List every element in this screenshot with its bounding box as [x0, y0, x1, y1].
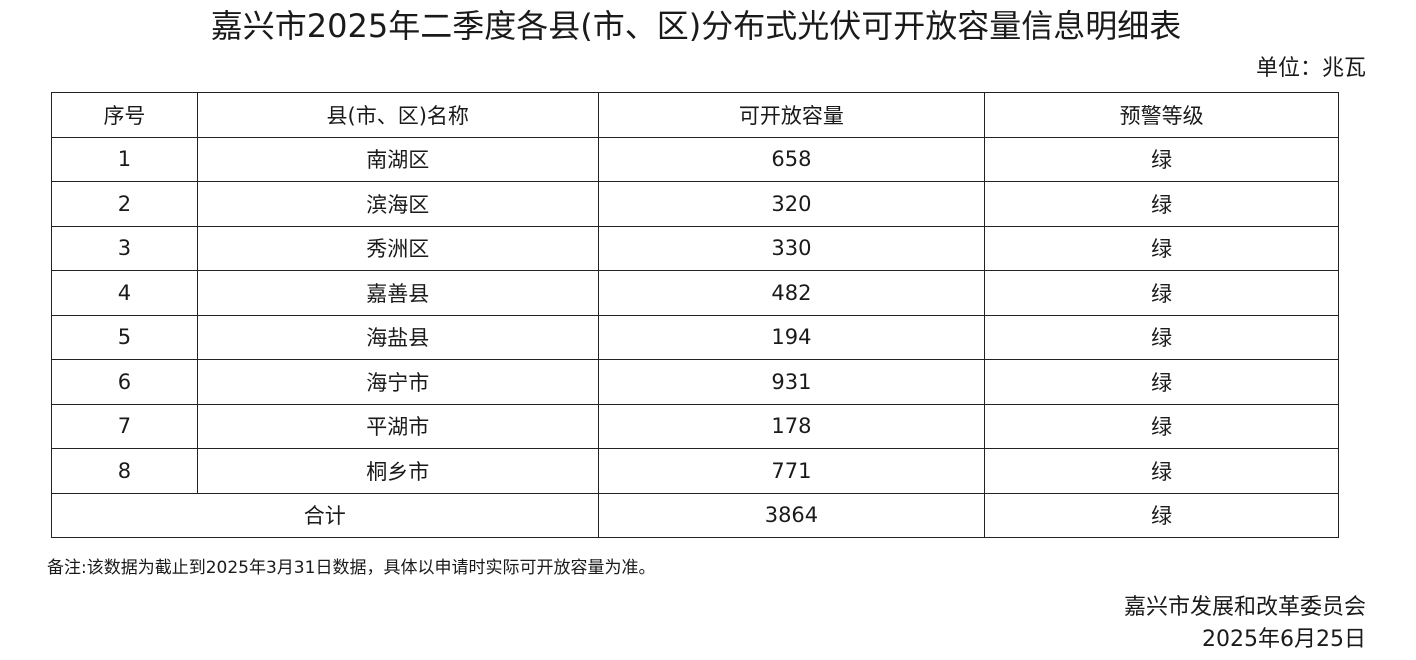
signature-date: 2025年6月25日: [1202, 627, 1366, 652]
table-row: 1 南湖区 658 绿: [51, 136, 1339, 182]
cell-level: 绿: [984, 270, 1339, 316]
cell-level: 绿: [984, 136, 1339, 182]
cell-capacity: 658: [597, 136, 986, 182]
cell-no: 5: [51, 314, 198, 360]
cell-capacity: 330: [597, 225, 986, 271]
header-no: 序号: [51, 92, 198, 138]
total-level: 绿: [984, 492, 1339, 538]
cell-level: 绿: [984, 448, 1339, 494]
cell-name: 滨海区: [196, 181, 599, 227]
footnote: 备注:该数据为截止到2025年3月31日数据，具体以申请时实际可开放容量为准。: [47, 558, 656, 578]
total-row: 合计 3864 绿: [51, 492, 1339, 538]
table-row: 6 海宁市 931 绿: [51, 359, 1339, 405]
cell-no: 2: [51, 181, 198, 227]
cell-capacity: 931: [597, 359, 986, 405]
page-title: 嘉兴市2025年二季度各县(市、区)分布式光伏可开放容量信息明细表: [210, 7, 1182, 45]
cell-no: 8: [51, 448, 198, 494]
cell-capacity: 771: [597, 448, 986, 494]
cell-name: 海宁市: [196, 359, 599, 405]
cell-no: 3: [51, 225, 198, 271]
table-row: 8 桐乡市 771 绿: [51, 448, 1339, 494]
cell-capacity: 482: [597, 270, 986, 316]
table-row: 7 平湖市 178 绿: [51, 403, 1339, 449]
table-row: 3 秀洲区 330 绿: [51, 225, 1339, 271]
cell-no: 6: [51, 359, 198, 405]
header-capacity: 可开放容量: [597, 92, 986, 138]
cell-capacity: 194: [597, 314, 986, 360]
cell-name: 嘉善县: [196, 270, 599, 316]
cell-capacity: 320: [597, 181, 986, 227]
table-row: 5 海盐县 194 绿: [51, 314, 1339, 360]
cell-name: 桐乡市: [196, 448, 599, 494]
table-row: 2 滨海区 320 绿: [51, 181, 1339, 227]
cell-level: 绿: [984, 181, 1339, 227]
cell-name: 海盐县: [196, 314, 599, 360]
cell-no: 7: [51, 403, 198, 449]
total-label: 合计: [51, 492, 599, 538]
cell-level: 绿: [984, 403, 1339, 449]
cell-name: 南湖区: [196, 136, 599, 182]
capacity-table: 序号 县(市、区)名称 可开放容量 预警等级 1 南湖区 658 绿 2 滨海区 320 绿 3…: [51, 92, 1339, 538]
header-level: 预警等级: [984, 92, 1339, 138]
cell-level: 绿: [984, 314, 1339, 360]
signature-org: 嘉兴市发展和改革委员会: [1123, 595, 1366, 620]
header-name: 县(市、区)名称: [196, 92, 599, 138]
table-header-row: 序号 县(市、区)名称 可开放容量 预警等级: [51, 92, 1339, 138]
cell-level: 绿: [984, 359, 1339, 405]
total-capacity: 3864: [597, 492, 986, 538]
cell-no: 4: [51, 270, 198, 316]
unit-label: 单位：兆瓦: [1255, 56, 1366, 81]
cell-name: 秀洲区: [196, 225, 599, 271]
cell-no: 1: [51, 136, 198, 182]
signature: 嘉兴市发展和改革委员会 2025年6月25日: [1124, 592, 1366, 656]
table-row: 4 嘉善县 482 绿: [51, 270, 1339, 316]
cell-capacity: 178: [597, 403, 986, 449]
cell-name: 平湖市: [196, 403, 599, 449]
cell-level: 绿: [984, 225, 1339, 271]
